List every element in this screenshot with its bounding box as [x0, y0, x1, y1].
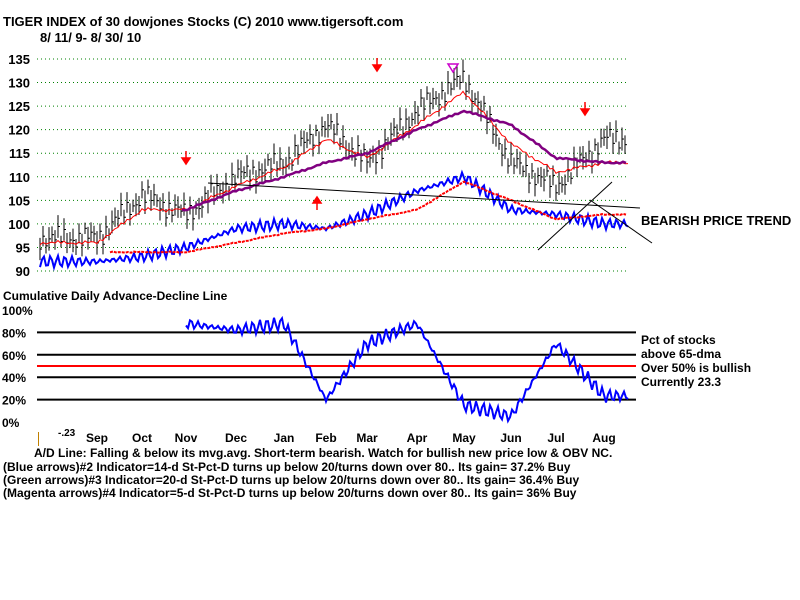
note-green-arrows: (Green arrows)#3 Indicator=20-d St-Pct-D…	[3, 473, 580, 487]
x-axis-month-label: Nov	[175, 431, 198, 445]
breadth-y-tick-label: 0%	[2, 416, 20, 430]
x-axis-month-label: Sep	[86, 431, 108, 445]
x-axis-month-label: Jan	[274, 431, 295, 445]
breadth-title: Cumulative Daily Advance-Decline Line	[3, 289, 228, 303]
note-ad-line: A/D Line: Falling & below its mvg.avg. S…	[34, 446, 613, 460]
breadth-chart: 100% 80% 60% 40% 20% 0%	[2, 304, 636, 430]
signal-arrows	[180, 58, 591, 210]
breadth-y-tick-label: 20%	[2, 394, 26, 408]
x-axis-month-label: Aug	[592, 431, 615, 445]
x-axis: Sep Oct Nov Dec Jan Feb Mar Apr May Jun Jul Aug	[86, 431, 616, 445]
breadth-legend-line-4: Currently 23.3	[641, 375, 722, 389]
sell-arrow-icon	[371, 58, 383, 73]
note-magenta-arrows: (Magenta arrows)#4 Indicator=5-d St-Pct-…	[3, 486, 577, 500]
rising-trendline	[537, 181, 613, 251]
trend-label: BEARISH PRICE TREND	[641, 213, 792, 228]
price-y-tick-label: 135	[8, 52, 30, 67]
magenta-signal-icon	[446, 63, 460, 74]
breadth-y-tick-label: 40%	[2, 371, 26, 385]
breadth-legend-line-1: Pct of stocks	[641, 333, 716, 347]
ad-line	[39, 169, 629, 272]
price-y-tick-label: 90	[16, 264, 30, 279]
buy-arrow-icon	[311, 195, 323, 210]
sell-arrow-icon	[180, 151, 192, 166]
price-y-tick-label: 130	[8, 76, 30, 91]
note-blue-arrows: (Blue arrows)#2 Indicator=14-d St-Pct-D …	[3, 460, 571, 474]
long-moving-average	[181, 109, 627, 212]
x-axis-month-label: Mar	[356, 431, 378, 445]
x-axis-cursor	[38, 432, 39, 446]
chart-title: TIGER INDEX of 30 dowjones Stocks (C) 20…	[3, 14, 404, 29]
x-axis-month-label: Feb	[315, 431, 336, 445]
breakdown-trendline	[589, 199, 653, 244]
price-series	[39, 59, 629, 272]
price-y-tick-label: 95	[16, 240, 30, 255]
x-axis-month-label: Apr	[407, 431, 428, 445]
breadth-gridlines	[37, 331, 636, 401]
price-y-tick-label: 115	[9, 146, 30, 161]
price-y-tick-label: 105	[8, 193, 30, 208]
breadth-legend-line-3: Over 50% is bullish	[641, 361, 752, 375]
x-axis-cut-label: -.23	[58, 428, 76, 439]
price-gridlines	[37, 58, 628, 272]
x-axis-month-label: Oct	[132, 431, 152, 445]
x-axis-month-label: Jun	[500, 431, 521, 445]
breadth-y-axis: 100% 80% 60% 40% 20% 0%	[2, 304, 33, 430]
price-y-tick-label: 100	[8, 217, 30, 232]
short-moving-average	[39, 90, 629, 246]
price-y-axis: 135 130 125 120 115 110 105 100 95 90	[8, 52, 30, 279]
support-trendline	[207, 182, 641, 209]
x-axis-month-label: May	[452, 431, 476, 445]
breadth-series	[185, 315, 629, 424]
x-axis-month-label: Jul	[547, 431, 564, 445]
price-y-tick-label: 125	[8, 99, 30, 114]
price-y-tick-label: 110	[9, 170, 30, 185]
price-y-tick-label: 120	[8, 123, 30, 138]
x-axis-month-label: Dec	[225, 431, 247, 445]
chart-date-range: 8/ 11/ 9- 8/ 30/ 10	[40, 30, 142, 45]
breadth-legend-line-2: above 65-dma	[641, 347, 722, 361]
breadth-y-tick-label: 60%	[2, 349, 26, 363]
breadth-y-tick-label: 100%	[2, 304, 33, 318]
breadth-y-tick-label: 80%	[2, 326, 26, 340]
ad-line-moving-average	[109, 180, 627, 254]
sell-arrow-icon	[579, 102, 591, 117]
pct-above-65dma-line	[185, 315, 629, 424]
price-chart: 135 130 125 120 115 110 105 100 95 90	[8, 52, 653, 279]
